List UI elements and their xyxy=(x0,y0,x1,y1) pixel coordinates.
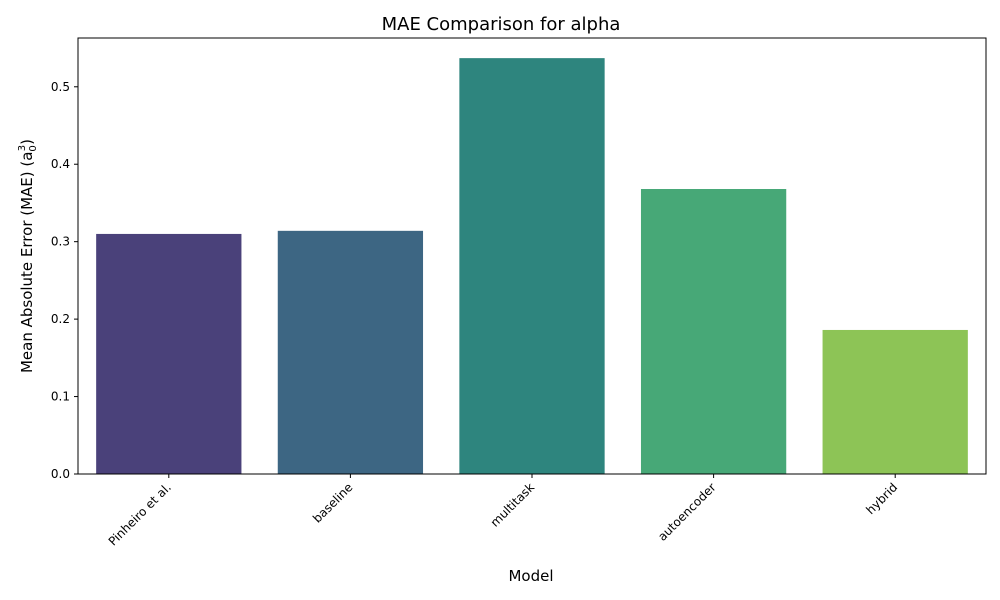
y-axis-label-suffix: ) xyxy=(18,139,36,145)
y-tick-label: 0.1 xyxy=(51,390,70,404)
y-tick-label: 0.0 xyxy=(51,467,70,481)
bar-autoencoder xyxy=(640,189,787,474)
plot-frame xyxy=(77,37,987,475)
x-tick-label: multitask xyxy=(488,480,537,529)
y-tick-label: 0.4 xyxy=(51,157,70,171)
x-tick-label: Pinheiro et al. xyxy=(106,480,174,548)
bars-group xyxy=(96,58,968,475)
y-axis-label-sup: 3 xyxy=(17,145,28,151)
bar-pinheiro-et-al xyxy=(96,233,242,474)
x-tick-label: hybrid xyxy=(863,480,900,517)
bar-baseline xyxy=(277,230,424,474)
y-tick-label: 0.2 xyxy=(51,312,70,326)
x-axis-ticks: Pinheiro et al. baseline multitask autoenco… xyxy=(106,474,900,548)
y-tick-label: 0.3 xyxy=(51,235,70,249)
x-axis-label: Model xyxy=(508,567,553,585)
bar-multitask xyxy=(459,58,605,475)
chart-title: MAE Comparison for alpha xyxy=(382,14,621,35)
y-tick-label: 0.5 xyxy=(51,80,70,94)
y-axis-label-sub: 0 xyxy=(28,145,39,151)
x-tick-label: autoencoder xyxy=(655,480,719,544)
y-axis-label-prefix: Mean Absolute Error (MAE) (a xyxy=(18,152,36,374)
y-axis-ticks: 0.0 0.1 0.2 0.3 0.4 0.5 xyxy=(51,80,78,481)
x-tick-label: baseline xyxy=(310,480,355,525)
bar-hybrid xyxy=(822,329,968,474)
y-axis-label: Mean Absolute Error (MAE) (a03) xyxy=(17,139,39,373)
